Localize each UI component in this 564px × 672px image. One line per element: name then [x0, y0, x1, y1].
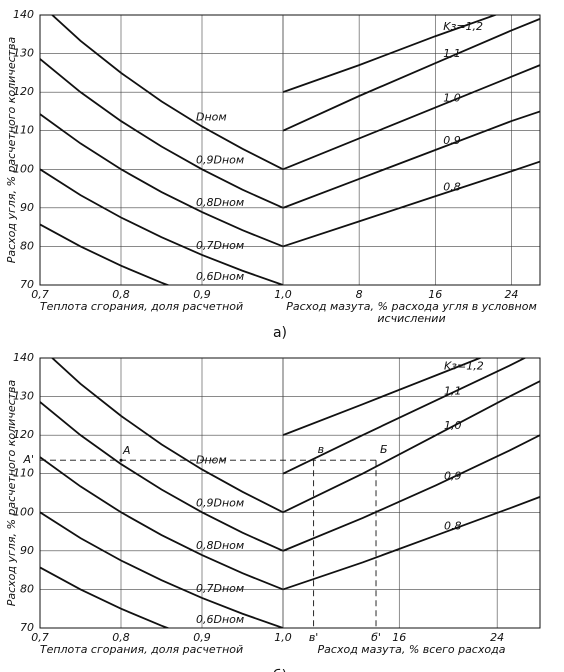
curve-label: Kз=1,2 — [444, 359, 484, 372]
x-tick-label: 0,7 — [31, 288, 49, 301]
guide-mark-label: Б — [380, 443, 388, 456]
y-tick-label: 120 — [13, 85, 34, 98]
curve — [40, 168, 284, 285]
curve-label: Dном — [196, 110, 227, 123]
y-tick-label: 70 — [20, 621, 34, 634]
curve-label: 0,7Dном — [196, 239, 244, 252]
y-tick-label: 90 — [20, 201, 34, 214]
curve — [282, 358, 527, 475]
curve — [282, 434, 540, 552]
x-tick-label: 16 — [428, 288, 442, 301]
curve-label: 0,9Dном — [196, 153, 244, 166]
guide-point-label: A — [122, 444, 131, 457]
curve-label: 1,0 — [443, 92, 461, 105]
x-tick-label: 0,8 — [112, 288, 130, 301]
curve — [40, 456, 284, 591]
curve — [282, 358, 483, 436]
curve — [40, 511, 284, 628]
x-tick-label: 8 — [356, 288, 363, 301]
y-tick-label: 80 — [20, 582, 34, 595]
x-tick-label: 0,9 — [193, 288, 211, 301]
curve-label: 0,9 — [444, 469, 462, 482]
curve — [282, 380, 540, 514]
curve — [40, 401, 284, 552]
x-tick-label: 24 — [490, 631, 504, 644]
x-tick-label: 1,0 — [274, 288, 292, 301]
y-tick-label: 110 — [13, 467, 34, 480]
x-axis-label: Расход мазута, % всего расхода — [318, 643, 506, 656]
guide-foot-label: б' — [371, 631, 381, 644]
guide-foot-label: в' — [309, 631, 319, 644]
caption: а) — [273, 325, 287, 341]
curve-label: 0,8 — [443, 180, 461, 193]
curve — [40, 113, 284, 248]
curve-label: 0,9Dном — [196, 496, 244, 509]
y-axis-label: Расход угля, % расчетного количества — [5, 36, 18, 263]
curve-label: 0,8 — [444, 519, 462, 532]
y-tick-label: 140 — [13, 351, 34, 364]
caption: б) — [273, 668, 287, 672]
curve — [282, 15, 498, 93]
curve-label: 1,1 — [444, 384, 462, 397]
curve — [282, 18, 540, 132]
curve — [282, 64, 540, 171]
y-axis-label: Расход угля, % расчетного количества — [5, 379, 18, 606]
guide-label: A' — [22, 453, 34, 466]
curve — [282, 496, 540, 591]
curve-label: 1,1 — [443, 47, 461, 60]
x-axis-label: Теплота сгорания, доля расчетной — [40, 300, 243, 313]
x-tick-label: 16 — [392, 631, 406, 644]
curve — [282, 160, 540, 248]
curve-label: 0,8Dном — [196, 539, 244, 552]
guide-mark-label: в — [318, 443, 324, 456]
y-tick-label: 100 — [13, 162, 34, 175]
curve-label: 0,9 — [443, 134, 461, 147]
guide-point — [119, 458, 123, 462]
y-tick-label: 110 — [13, 124, 34, 137]
y-tick-label: 130 — [13, 47, 34, 60]
curve-label: 0,8Dном — [196, 196, 244, 209]
x-tick-label: 1,0 — [274, 631, 292, 644]
curve — [40, 566, 171, 628]
curve — [282, 110, 540, 209]
x-tick-label: 0,9 — [193, 631, 211, 644]
x-tick-label: 0,7 — [31, 631, 49, 644]
y-tick-label: 80 — [20, 239, 34, 252]
plot-frame — [39, 357, 541, 629]
curve — [40, 223, 171, 285]
y-tick-label: 120 — [13, 428, 34, 441]
y-tick-label: 90 — [20, 544, 34, 557]
y-tick-label: 70 — [20, 278, 34, 291]
x-axis-label: Расход мазута, % расхода угля в условном — [286, 300, 537, 313]
curve-label: 0,6Dном — [196, 613, 244, 626]
curve — [50, 358, 284, 514]
curve-label: 0,7Dном — [196, 582, 244, 595]
plot-frame — [39, 14, 541, 286]
y-tick-label: 130 — [13, 390, 34, 403]
curve — [40, 58, 284, 209]
curve-label: 0,6Dном — [196, 270, 244, 283]
x-axis-label: исчислении — [377, 312, 445, 325]
y-tick-label: 100 — [13, 505, 34, 518]
curve — [50, 15, 284, 171]
x-tick-label: 24 — [504, 288, 518, 301]
curve-label: 1,0 — [444, 419, 462, 432]
curve-label: Kз=1,2 — [443, 20, 483, 33]
y-tick-label: 140 — [13, 8, 34, 21]
x-tick-label: 0,8 — [112, 631, 130, 644]
x-axis-label: Теплота сгорания, доля расчетной — [40, 643, 243, 656]
